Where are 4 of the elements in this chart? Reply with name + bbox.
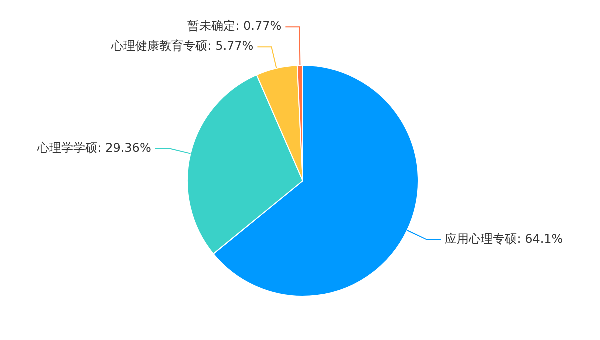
slice-label: 心理健康教育专硕: 5.77% <box>110 39 254 54</box>
slice-label: 应用心理专硕: 64.1% <box>445 232 564 246</box>
slice-label: 心理学学硕: 29.36% <box>36 140 152 155</box>
slice-label: 暂未确定: 0.77% <box>188 19 282 34</box>
